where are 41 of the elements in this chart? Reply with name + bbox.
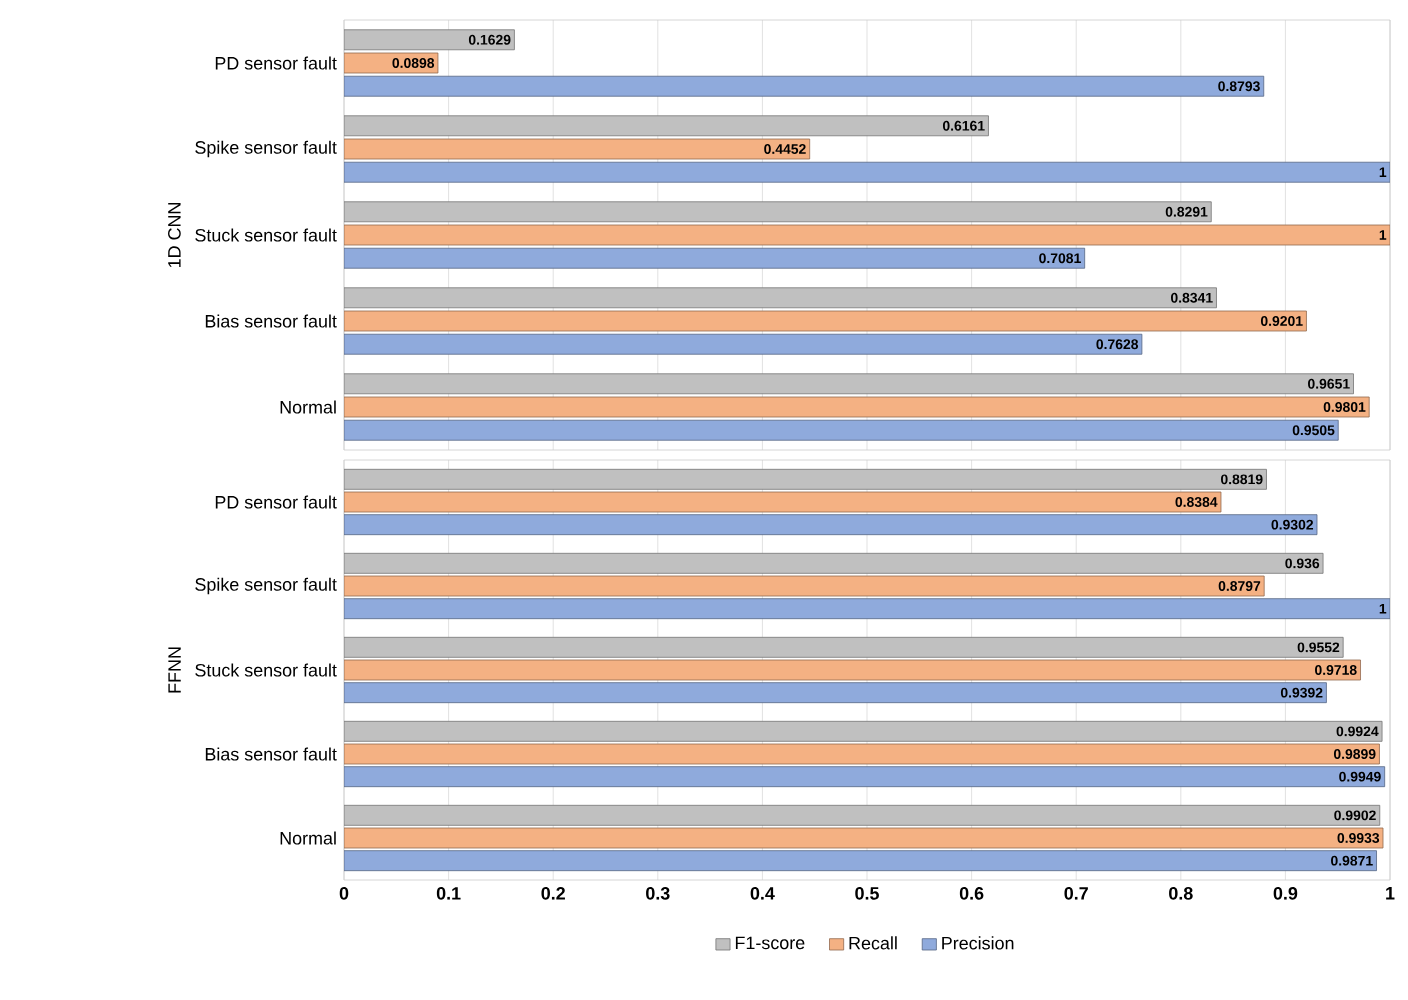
y-tick-label: Normal — [280, 831, 336, 845]
bar — [344, 224, 1391, 246]
y-tick-label: PD sensor fault — [215, 56, 337, 70]
x-tick-label: 0.8 — [1169, 887, 1193, 900]
bar — [344, 682, 1327, 704]
bar — [344, 396, 1370, 418]
legend-label: F1-score — [735, 936, 805, 950]
y-tick-label: Spike sensor fault — [195, 140, 337, 158]
bar — [344, 161, 1391, 183]
bar — [344, 766, 1386, 788]
y-axis-title: FFNN — [168, 647, 181, 693]
bar — [344, 247, 1086, 269]
bar — [344, 333, 1143, 355]
x-tick-label: 0.3 — [646, 887, 670, 900]
bar — [344, 514, 1318, 536]
bar — [344, 850, 1377, 872]
x-tick-label: 1 — [1386, 887, 1395, 900]
bar — [344, 310, 1307, 332]
y-tick-label: Stuck sensor fault — [195, 663, 337, 677]
y-tick-label: Stuck sensor fault — [195, 228, 337, 242]
bar — [344, 598, 1391, 620]
y-tick-label: Spike sensor fault — [195, 577, 337, 595]
x-tick-label: 0.6 — [959, 887, 984, 900]
x-tick-label: 0.4 — [750, 887, 775, 900]
y-tick-label: Bias sensor fault — [205, 314, 337, 328]
y-tick-label: Normal — [280, 400, 336, 414]
y-tick-label: PD sensor fault — [215, 495, 337, 509]
x-tick-label: 0.9 — [1273, 887, 1298, 900]
legend-label: Recall — [849, 936, 897, 950]
y-axis-title: 1D CNN — [168, 203, 181, 268]
x-tick-label: 0.5 — [855, 887, 879, 900]
y-tick-label: Bias sensor fault — [205, 747, 337, 761]
x-tick-label: 0.1 — [436, 887, 461, 900]
bar — [344, 75, 1265, 97]
x-tick-label: 0 — [339, 887, 349, 900]
bar — [344, 138, 811, 160]
legend-label: Precision — [942, 936, 1014, 950]
x-tick-label: 0.2 — [541, 887, 565, 900]
bar — [344, 52, 439, 74]
bar — [344, 419, 1339, 441]
x-tick-label: 0.7 — [1064, 887, 1088, 900]
